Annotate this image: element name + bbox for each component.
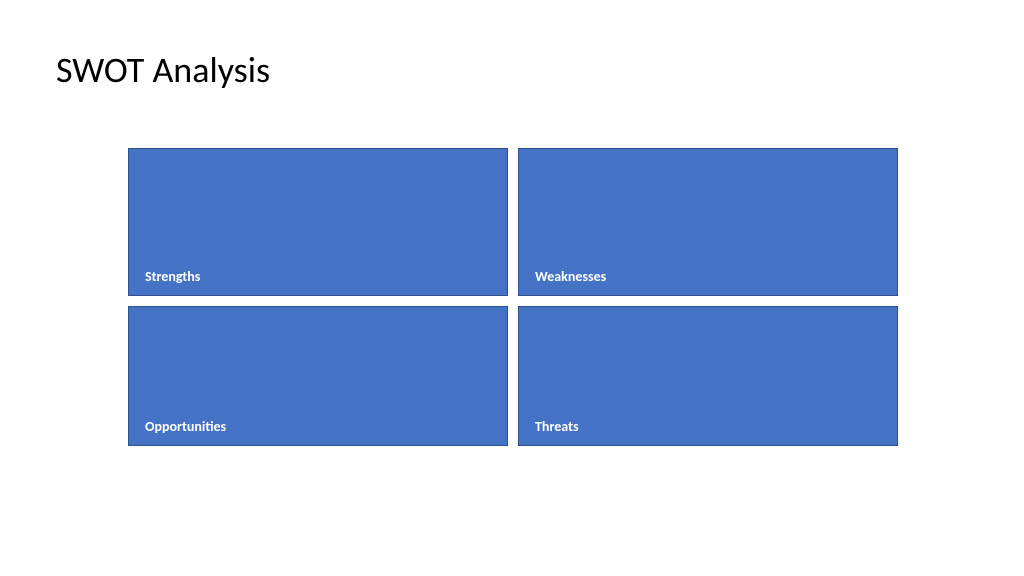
page-title: SWOT Analysis: [56, 48, 270, 92]
quadrant-label-threats: Threats: [535, 418, 579, 435]
quadrant-weaknesses: Weaknesses: [518, 148, 898, 296]
quadrant-opportunities: Opportunities: [128, 306, 508, 446]
swot-grid: Strengths Weaknesses Opportunities Threa…: [128, 148, 898, 448]
quadrant-label-strengths: Strengths: [145, 268, 200, 285]
quadrant-label-opportunities: Opportunities: [145, 418, 226, 435]
quadrant-label-weaknesses: Weaknesses: [535, 268, 606, 285]
quadrant-threats: Threats: [518, 306, 898, 446]
quadrant-strengths: Strengths: [128, 148, 508, 296]
